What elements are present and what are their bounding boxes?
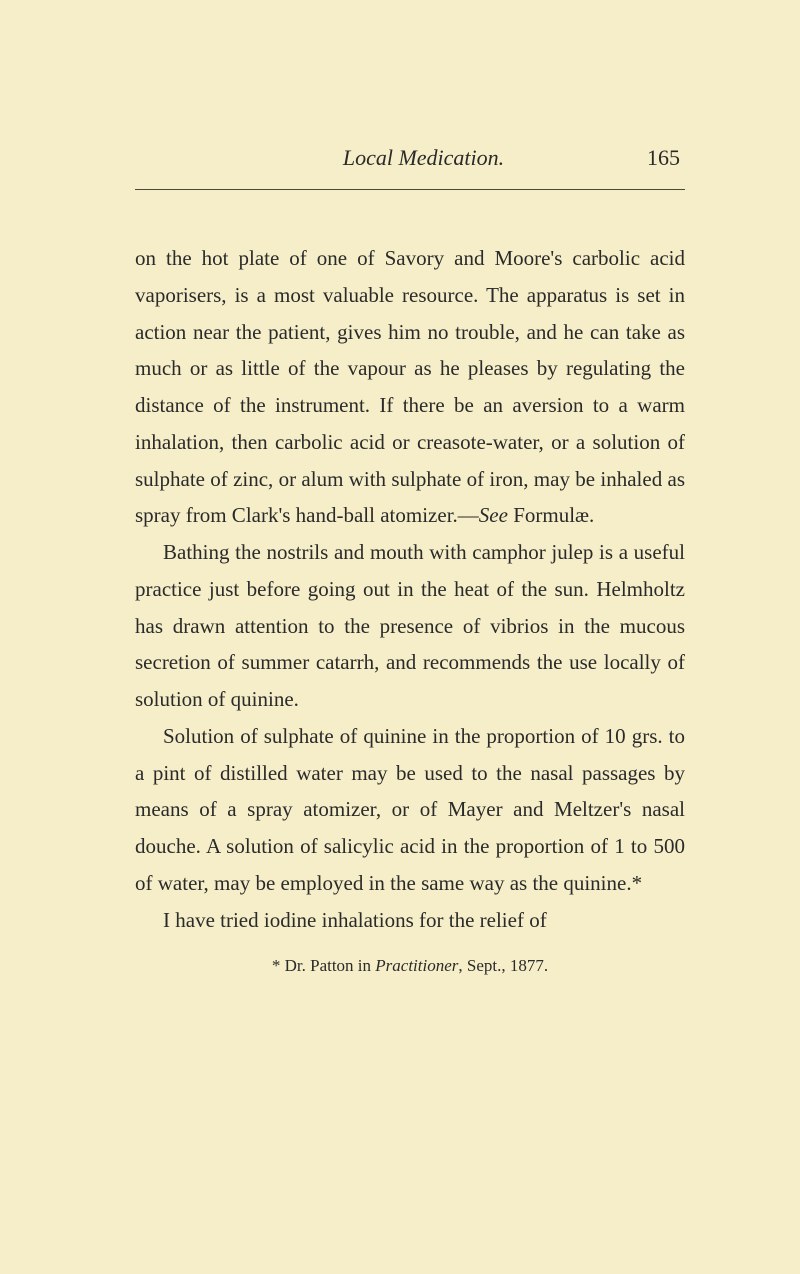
footnote-prefix: * Dr. Patton in bbox=[272, 956, 375, 975]
footnote: * Dr. Patton in Practitioner, Sept., 187… bbox=[135, 956, 685, 976]
body-text: on the hot plate of one of Savory and Mo… bbox=[135, 240, 685, 938]
paragraph-3: Solution of sulphate of quinine in the p… bbox=[135, 718, 685, 902]
page-container: Local Medication. 165 on the hot plate o… bbox=[0, 0, 800, 1056]
page-header: Local Medication. 165 bbox=[135, 145, 685, 171]
paragraph-1-main: on the hot plate of one of Savory and Mo… bbox=[135, 246, 685, 527]
paragraph-2: Bathing the nostrils and mouth with camp… bbox=[135, 534, 685, 718]
header-title: Local Medication. bbox=[140, 145, 647, 171]
paragraph-1-see: See bbox=[479, 503, 508, 527]
footnote-suffix: , Sept., 1877. bbox=[458, 956, 548, 975]
footnote-title: Practitioner bbox=[375, 956, 458, 975]
paragraph-1-end: For­mulæ. bbox=[508, 503, 594, 527]
page-number: 165 bbox=[647, 145, 680, 171]
header-rule bbox=[135, 189, 685, 190]
paragraph-4: I have tried iodine inhalations for the … bbox=[135, 902, 685, 939]
paragraph-1: on the hot plate of one of Savory and Mo… bbox=[135, 240, 685, 534]
